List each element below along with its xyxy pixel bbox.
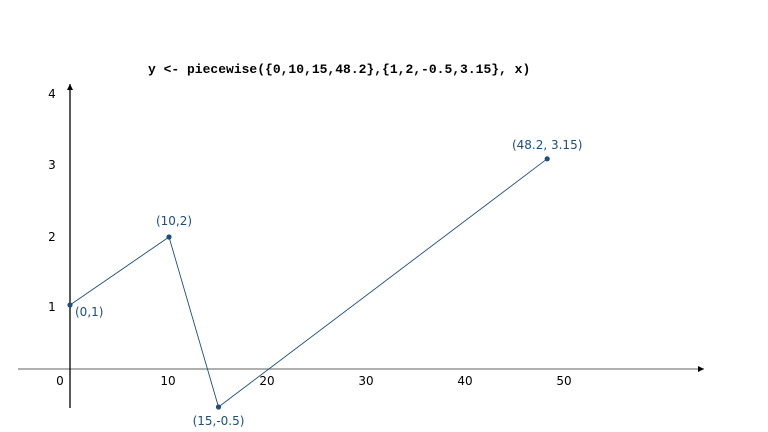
y-tick-label: 2: [48, 230, 56, 244]
y-tick-label: 4: [48, 87, 56, 101]
x-tick-label: 40: [457, 374, 472, 388]
data-point: [166, 234, 172, 240]
point-label: (0,1): [75, 305, 103, 319]
x-tick-label: 30: [358, 374, 373, 388]
data-point: [215, 404, 222, 410]
data-point: [544, 156, 550, 162]
point-label: (48.2, 3.15): [512, 138, 582, 152]
point-label: (10,2): [156, 214, 192, 228]
x-tick-label: 50: [556, 374, 571, 388]
series-line: [69, 158, 548, 408]
y-tick-label: 3: [48, 158, 56, 172]
x-tick-label: 20: [259, 374, 274, 388]
point-label: (15,-0.5): [193, 414, 245, 428]
x-tick-label: 0: [56, 374, 64, 388]
x-tick-label: 10: [160, 374, 175, 388]
y-tick-label: 1: [48, 300, 56, 314]
data-point: [67, 302, 73, 308]
chart-title: y <- piecewise({0,10,15,48.2},{1,2,-0.5,…: [148, 62, 531, 77]
